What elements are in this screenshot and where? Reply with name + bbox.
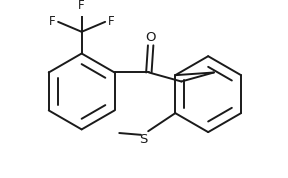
Text: F: F — [78, 0, 85, 12]
Text: O: O — [145, 31, 156, 44]
Text: F: F — [108, 15, 115, 28]
Text: S: S — [139, 133, 148, 146]
Text: F: F — [48, 15, 55, 28]
